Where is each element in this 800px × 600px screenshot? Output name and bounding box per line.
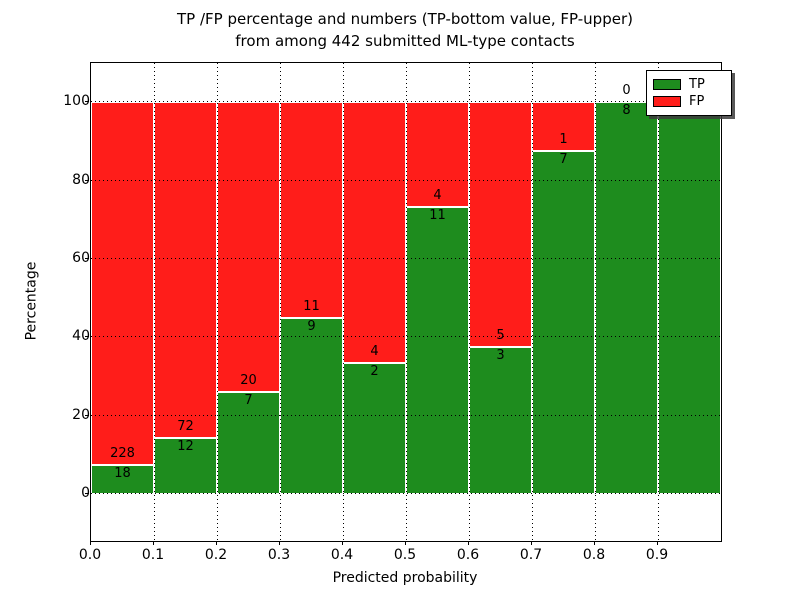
bar-label-tp-count: 12 (177, 439, 194, 455)
bar-label-tp-count: 8 (622, 103, 631, 119)
y-tick-label: 0 (81, 484, 90, 501)
x-tick-label: 0.8 (582, 547, 606, 563)
v-gridline (469, 63, 470, 541)
y-tick (85, 101, 89, 103)
y-axis-label: Percentage (23, 261, 40, 341)
v-gridline (343, 63, 344, 541)
y-tick-label: 60 (72, 249, 90, 266)
y-tick-label: 20 (72, 406, 90, 423)
bar-segment-tp (280, 317, 343, 494)
bar-segment-fp (91, 102, 154, 466)
y-tick (85, 179, 89, 181)
bar-label-fp-count: 1 (559, 132, 568, 148)
bar-label-tp-count: 11 (429, 207, 446, 223)
legend-label-tp: TP (689, 77, 705, 92)
v-gridline (154, 63, 155, 541)
x-tick (90, 541, 91, 545)
bar-segment-fp (406, 102, 469, 207)
y-tick-label: 80 (72, 171, 90, 188)
tp-legend-swatch (653, 79, 681, 90)
bar-segment-tp (343, 363, 406, 494)
bar-label-tp-count: 9 (307, 318, 316, 334)
bar-segment-tp (532, 151, 595, 494)
x-tick (405, 541, 406, 545)
chart-title-line1: TP /FP percentage and numbers (TP-bottom… (177, 10, 633, 28)
legend-item-fp: FP (653, 93, 725, 110)
x-tick-label: 0.9 (645, 547, 669, 563)
bar-label-fp-count: 5 (496, 328, 505, 344)
bar-label-fp-count: 72 (177, 419, 194, 435)
bar-label-fp-count: 0 (622, 83, 631, 99)
v-gridline (217, 63, 218, 541)
x-tick-label: 0.0 (78, 547, 102, 563)
fp-legend-swatch (653, 96, 681, 107)
y-tick-label: 100 (63, 93, 90, 110)
y-tick (85, 257, 89, 259)
x-tick (342, 541, 343, 545)
x-tick (153, 541, 154, 545)
x-tick-label: 0.1 (141, 547, 165, 563)
plot-area: TP FP 18228127272091124114357180200 (90, 62, 732, 542)
bar-segment-tp (406, 206, 469, 494)
x-tick (468, 541, 469, 545)
bar-segment-fp (217, 102, 280, 393)
bar-segment-tp (154, 438, 217, 494)
bar-segment-tp (595, 102, 658, 494)
x-tick (594, 541, 595, 545)
bar-label-tp-count: 18 (114, 466, 131, 482)
bar-segment-fp (280, 102, 343, 318)
v-gridline (280, 63, 281, 541)
y-tick-label: 40 (72, 328, 90, 345)
bar-label-tp-count: 2 (370, 364, 379, 380)
x-axis-label: Predicted probability (332, 570, 478, 586)
bar-label-tp-count: 7 (244, 393, 253, 409)
bar-segment-fp (343, 102, 406, 364)
bar-segment-fp (154, 102, 217, 439)
x-tick-label: 0.4 (330, 547, 354, 563)
bar-segment-tp (658, 102, 721, 494)
x-tick (279, 541, 280, 545)
x-tick (216, 541, 217, 545)
bar-label-fp-count: 11 (303, 298, 320, 314)
legend-label-fp: FP (689, 94, 705, 109)
bar-label-fp-count: 20 (240, 373, 257, 389)
bar-label-tp-count: 3 (496, 348, 505, 364)
x-tick (531, 541, 532, 545)
bar-label-fp-count: 228 (110, 446, 135, 462)
x-tick-label: 0.7 (519, 547, 543, 563)
y-tick (85, 336, 89, 338)
legend-item-tp: TP (653, 76, 725, 93)
x-tick-label: 0.3 (267, 547, 291, 563)
v-gridline (406, 63, 407, 541)
chart-title-line2: from among 442 submitted ML-type contact… (235, 32, 575, 50)
v-gridline (532, 63, 533, 541)
x-tick-label: 0.2 (204, 547, 228, 563)
legend: TP FP (646, 70, 732, 116)
v-gridline (595, 63, 596, 541)
bar-label-tp-count: 7 (559, 152, 568, 168)
v-gridline (658, 63, 659, 541)
bar-segment-tp (469, 347, 532, 494)
chart-title: TP /FP percentage and numbers (TP-bottom… (90, 8, 720, 52)
x-tick-label: 0.5 (393, 547, 417, 563)
y-tick (85, 414, 89, 416)
y-tick (85, 492, 89, 494)
bar-label-fp-count: 4 (370, 344, 379, 360)
x-tick (657, 541, 658, 545)
x-tick-label: 0.6 (456, 547, 480, 563)
bar-label-fp-count: 4 (433, 187, 442, 203)
bar-segment-fp (469, 102, 532, 348)
